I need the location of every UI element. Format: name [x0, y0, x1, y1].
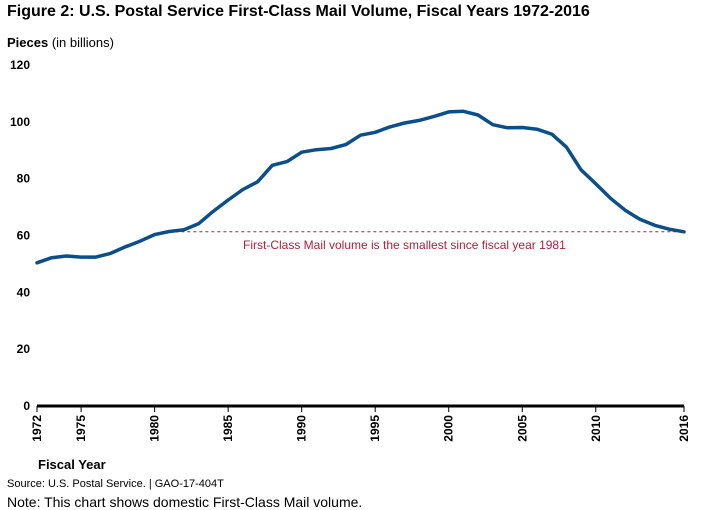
x-tick-label: 1990 — [295, 415, 309, 442]
series-line — [35, 109, 686, 265]
x-axis-label: Fiscal Year — [38, 457, 106, 472]
x-tick-label: 2000 — [442, 415, 456, 442]
note-text: Note: This chart shows domestic First-Cl… — [7, 494, 363, 510]
x-tick-label: 1995 — [368, 415, 382, 442]
reference-annotation: First-Class Mail volume is the smallest … — [243, 238, 566, 252]
x-tick-label: 2010 — [589, 415, 603, 442]
y-tick-label: 120 — [10, 58, 30, 72]
y-tick-label: 20 — [17, 342, 31, 356]
y-tick-label: 60 — [17, 229, 31, 243]
x-tick-label: 1975 — [74, 415, 88, 442]
chart-title: Figure 2: U.S. Postal Service First-Clas… — [7, 3, 590, 20]
x-tick-label: 1972 — [30, 415, 44, 442]
x-axis-ticks: 1972 1975 1980 1985 1990 1995 2000 2005 2010 2016 — [30, 406, 691, 442]
y-tick-label: 100 — [10, 115, 30, 129]
y-tick-label: 80 — [17, 172, 31, 186]
y-axis-label-main: Pieces — [7, 35, 49, 50]
y-axis-ticks: 0 20 40 60 80 100 120 — [10, 58, 30, 413]
x-tick-label: 1985 — [221, 415, 235, 442]
y-tick-label: 0 — [23, 399, 30, 413]
series-group — [35, 109, 686, 265]
y-axis-label-unit: (in billions) — [48, 35, 114, 50]
source-text: Source: U.S. Postal Service. | GAO-17-40… — [7, 478, 224, 490]
x-tick-label: 2016 — [677, 415, 691, 442]
reference-line-group: First-Class Mail volume is the smallest … — [169, 231, 684, 252]
x-tick-label: 1980 — [148, 415, 162, 442]
y-tick-label: 40 — [17, 285, 31, 299]
y-axis-label: Pieces (in billions) — [7, 35, 114, 50]
x-tick-label: 2005 — [515, 415, 529, 442]
